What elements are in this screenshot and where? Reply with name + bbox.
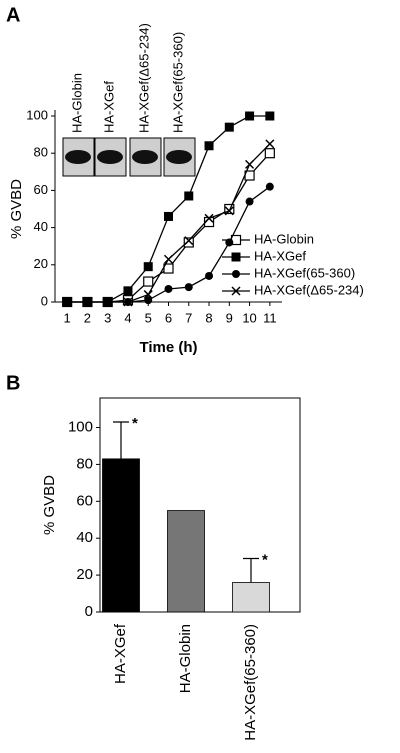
marker	[204, 141, 214, 151]
x-tick-label: 4	[124, 310, 131, 325]
legend-marker	[232, 270, 240, 278]
x-tick-label: 11	[263, 310, 277, 325]
marker	[264, 148, 275, 159]
marker	[265, 182, 274, 191]
y-tick-label: 40	[34, 219, 48, 234]
annotation: *	[132, 415, 138, 432]
inset-label: HA-Globin	[69, 73, 84, 133]
inset-label: HA-XGef	[101, 81, 116, 133]
marker	[184, 283, 193, 292]
marker	[265, 139, 275, 149]
error-bar	[243, 557, 259, 583]
marker	[245, 197, 254, 206]
marker	[163, 254, 174, 264]
legend-marker	[231, 252, 241, 262]
marker	[184, 236, 194, 246]
marker	[245, 111, 255, 121]
marker	[245, 159, 255, 169]
inset-label: HA-XGef(65-360)	[170, 32, 185, 133]
annotation: *	[262, 551, 268, 568]
marker	[123, 286, 133, 296]
marker	[224, 206, 234, 216]
marker	[225, 238, 234, 247]
marker	[82, 297, 92, 307]
x-tick-label: 5	[145, 310, 152, 325]
y-tick-label: 20	[34, 256, 48, 271]
x-tick-label: 7	[185, 310, 192, 325]
y-tick-label: 80	[34, 145, 48, 160]
legend-label: HA-Globin	[254, 231, 314, 246]
x-tick-label: HA-Globin	[177, 624, 194, 693]
legend-label: HA-XGef	[254, 248, 306, 263]
legend-label: HA-XGef(Δ65-234)	[254, 282, 364, 297]
marker	[164, 211, 173, 221]
y-tick-label: 100	[26, 107, 48, 122]
x-axis-label: Time (h)	[139, 339, 197, 356]
y-tick-label: 60	[34, 182, 48, 197]
marker	[143, 276, 154, 287]
marker	[224, 122, 234, 132]
panel-label: A	[6, 4, 20, 26]
blot-inset	[62, 137, 196, 177]
marker	[163, 263, 174, 274]
y-tick-label: 40	[76, 529, 93, 546]
error-bar	[113, 421, 129, 459]
y-tick-label: 80	[76, 455, 93, 472]
panel-label: B	[6, 372, 20, 394]
marker	[205, 271, 214, 280]
y-tick-label: 20	[76, 566, 93, 583]
legend-label: HA-XGef(65-360)	[254, 265, 355, 280]
bar	[167, 510, 205, 613]
y-tick-label: 100	[68, 418, 93, 435]
x-tick-label: 9	[226, 310, 233, 325]
marker	[204, 213, 214, 223]
x-tick-label: HA-XGef	[112, 623, 129, 684]
marker	[184, 191, 194, 201]
marker	[183, 237, 194, 248]
y-tick-label: 0	[41, 293, 48, 308]
marker	[144, 296, 153, 305]
marker	[62, 297, 72, 307]
marker	[143, 262, 153, 272]
x-tick-label: HA-XGef(65-360)	[242, 624, 259, 741]
marker	[265, 111, 275, 121]
x-tick-label: 1	[64, 310, 71, 325]
bar	[102, 458, 140, 613]
x-tick-label: 6	[165, 310, 172, 325]
legend-marker	[231, 286, 241, 296]
marker	[224, 203, 235, 215]
x-tick-label: 8	[205, 310, 212, 325]
y-tick-label: 60	[76, 492, 93, 509]
marker	[143, 290, 153, 300]
y-axis-label: % GVBD	[41, 475, 58, 535]
y-tick-label: 0	[85, 603, 93, 620]
inset-label: HA-XGef(Δ65-234)	[136, 23, 151, 133]
y-axis-label: % GVBD	[8, 179, 25, 239]
marker	[103, 297, 113, 307]
bar	[232, 582, 270, 613]
x-tick-label: 10	[242, 310, 256, 325]
marker	[123, 297, 133, 307]
x-tick-label: 3	[104, 310, 111, 325]
x-tick-label: 2	[84, 310, 91, 325]
marker	[164, 284, 173, 293]
